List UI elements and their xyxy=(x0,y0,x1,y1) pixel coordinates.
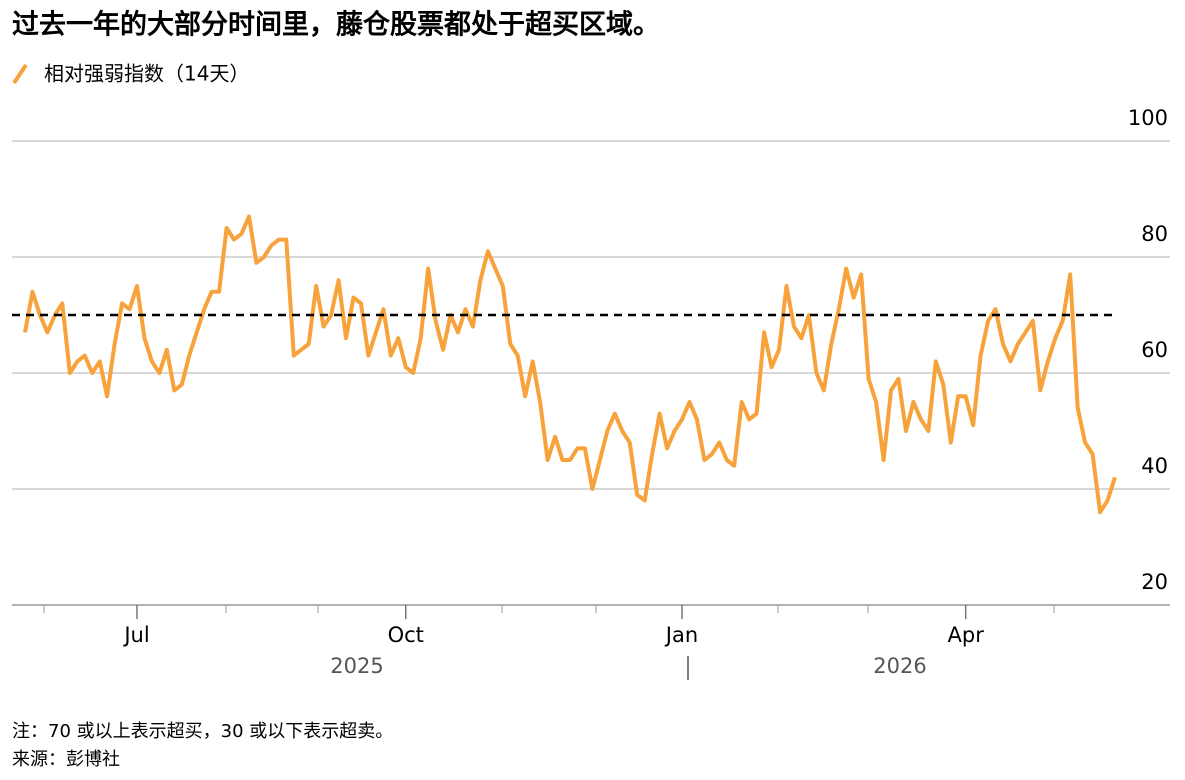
x-tick-label: Jan xyxy=(664,623,698,647)
y-tick-label: 40 xyxy=(1141,454,1168,478)
legend-swatch xyxy=(12,63,28,85)
line xyxy=(23,214,1117,515)
y-tick-label: 80 xyxy=(1141,222,1168,246)
source: 来源：彭博社 xyxy=(12,749,120,770)
x-tick-label: Oct xyxy=(388,623,424,647)
x-tick-label: Apr xyxy=(948,623,985,647)
chart-title: 过去一年的大部分时间里，藤仓股票都处于超买区域。 xyxy=(12,9,660,41)
note: 注：70 或以上表示超买，30 或以下表示超卖。 xyxy=(12,721,393,742)
minor-ticks xyxy=(43,605,1055,613)
x-tick-label: Jul xyxy=(122,623,149,647)
year-label: 2026 xyxy=(873,654,926,678)
y-tick-label: 20 xyxy=(1141,570,1168,594)
year-label: 2025 xyxy=(330,654,383,678)
y-tick-label: 60 xyxy=(1141,338,1168,362)
legend-label: 相对强弱指数（14天） xyxy=(44,62,249,86)
y-tick-label: 100 xyxy=(1128,106,1168,130)
